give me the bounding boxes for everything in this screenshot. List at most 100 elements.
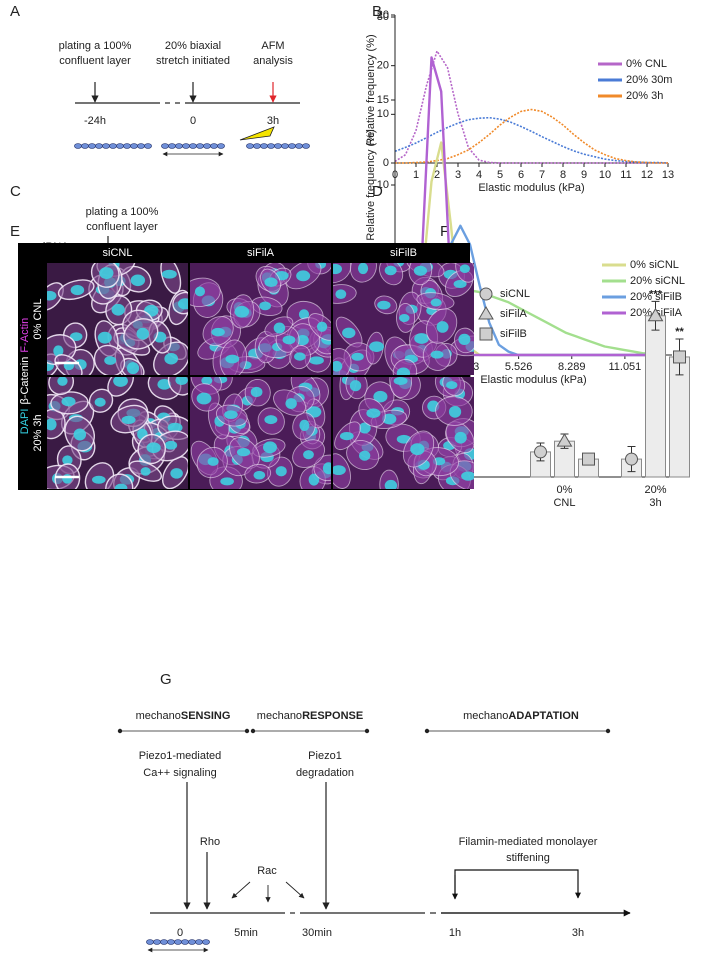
row-label: 20% 3h (32, 414, 44, 451)
nucleus (57, 377, 68, 386)
time-label: 3h (572, 927, 584, 939)
y-tick-label: 20 (377, 9, 389, 21)
nucleus (114, 483, 128, 489)
legend-label: 20% 30m (626, 74, 672, 86)
note: Filamin-mediated monolayer (459, 836, 598, 848)
cell-icon (123, 143, 131, 149)
marker (673, 350, 686, 364)
nucleus (224, 410, 238, 419)
phase-dot (250, 728, 256, 734)
legend-label: 20% siFilB (630, 291, 682, 303)
x-tick-label: 3h (649, 497, 661, 509)
series-line (395, 108, 668, 164)
event-label: plating a 100% (59, 40, 132, 52)
note: Ca++ signaling (143, 767, 216, 779)
cell-icon (146, 939, 154, 945)
nucleus (382, 413, 397, 425)
nucleus (303, 450, 314, 460)
x-tick-label: 13 (662, 169, 674, 181)
nucleus (369, 341, 384, 352)
cell-icon (267, 143, 275, 149)
nucleus (194, 286, 206, 297)
nucleus (294, 352, 306, 361)
phase-label: mechanoRESPONSE (257, 710, 363, 722)
nucleus (62, 455, 73, 466)
x-tick-label: 20% (644, 484, 666, 496)
nucleus (446, 381, 458, 390)
cell-icon (260, 143, 268, 149)
nucleus (413, 265, 428, 276)
bar (645, 315, 666, 478)
nucleus (357, 263, 369, 275)
cell-icon (246, 143, 254, 149)
nucleus (454, 431, 467, 444)
column-label: siCNL (103, 247, 133, 259)
stain-name: DAPI (19, 409, 31, 435)
nucleus (351, 352, 364, 361)
cell-icon (217, 143, 225, 149)
marker (625, 452, 638, 466)
x-tick-label: 2 (434, 169, 440, 181)
nucleus (146, 442, 161, 454)
legend-label: 20% 3h (626, 90, 663, 102)
cell-icon (189, 143, 197, 149)
nucleus (393, 377, 408, 385)
nucleus (196, 392, 212, 405)
cell-icon (188, 939, 196, 945)
nucleus (111, 303, 125, 316)
panel-label: E (10, 223, 20, 240)
legend-label: 0% CNL (626, 58, 667, 70)
cell-icon (253, 143, 261, 149)
nucleus (333, 465, 346, 476)
nucleus (333, 263, 343, 275)
x-tick-label: CNL (553, 497, 575, 509)
nucleus (121, 415, 136, 425)
cell-icon (137, 143, 145, 149)
cell-icon (288, 143, 296, 149)
nucleus (285, 398, 297, 410)
nucleus (384, 265, 397, 276)
nucleus (308, 473, 320, 486)
stiffening-bracket (454, 869, 581, 899)
nucleus (296, 270, 311, 282)
x-tick-label: 11.051 (608, 361, 641, 373)
micrograph (333, 263, 474, 375)
nucleus (264, 415, 278, 425)
nucleus (201, 377, 213, 385)
nucleus (358, 422, 371, 434)
nucleus (335, 289, 347, 300)
nucleus (275, 466, 287, 477)
nucleus (62, 473, 73, 484)
nucleus (236, 447, 251, 457)
y-tick-label: 10 (377, 108, 389, 120)
nucleus (263, 441, 277, 454)
y-tick-label: 0 (383, 157, 389, 169)
y-tick-label: 10 (377, 179, 389, 191)
x-tick-label: 5 (497, 169, 503, 181)
phase-label: mechanoADAPTATION (463, 710, 579, 722)
cell-icon (74, 143, 82, 149)
event-label: plating a 100% (86, 206, 159, 218)
cell-icon (302, 143, 310, 149)
cell-icon (195, 939, 203, 945)
nucleus (282, 335, 296, 345)
cell-icon (175, 143, 183, 149)
cell-icon (196, 143, 204, 149)
nucleus (47, 290, 57, 301)
event-label: 20% biaxial (165, 40, 221, 52)
legend-marker (478, 306, 494, 320)
cell-icon (181, 939, 189, 945)
cell-icon (202, 939, 210, 945)
time-label: 1h (449, 927, 461, 939)
cell-icon (88, 143, 96, 149)
cell-icon (109, 143, 117, 149)
marker (647, 307, 664, 322)
cell-icon (153, 939, 161, 945)
nucleus (259, 301, 271, 311)
x-tick-label: 7 (539, 169, 545, 181)
nucleus (366, 408, 381, 419)
nucleus (396, 367, 411, 375)
panel-label: F (440, 223, 449, 240)
nucleus (339, 431, 354, 441)
note: Piezo1-mediated (139, 750, 222, 762)
